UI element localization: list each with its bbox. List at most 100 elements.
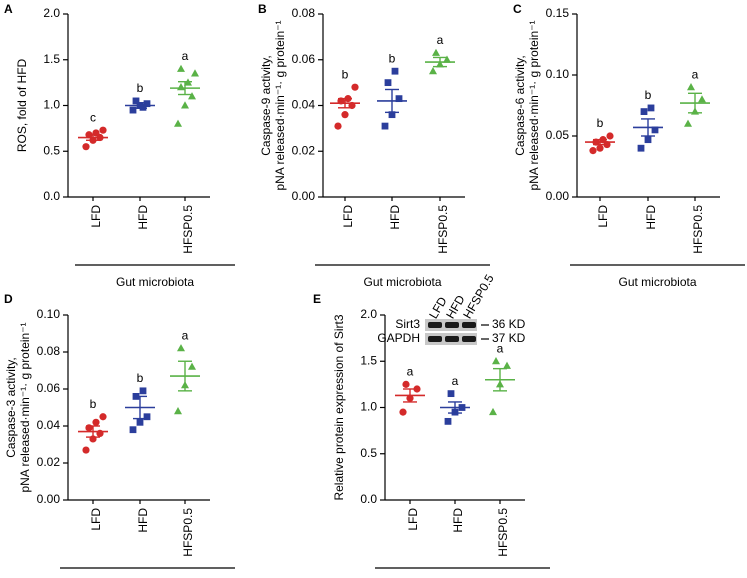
x-tick-label: LFD [89, 205, 103, 228]
panel-letter: D [4, 292, 13, 306]
x-tick-label: HFD [136, 508, 150, 533]
data-point [399, 408, 407, 416]
significance-letter: b [90, 397, 97, 411]
data-point [687, 83, 695, 91]
panel-letter: E [313, 292, 321, 306]
data-point [381, 122, 389, 130]
x-tick-label: LFD [596, 205, 610, 228]
blot-band [428, 336, 442, 342]
data-point [177, 83, 185, 91]
y-axis-label: Caspase-6 activity, [513, 55, 527, 155]
data-point [395, 95, 403, 103]
data-point [489, 407, 497, 416]
y-tick-label: 0.08 [292, 6, 316, 20]
significance-letter: a [407, 365, 414, 379]
x-tick-label: HFD [136, 205, 150, 230]
significance-letter: a [182, 49, 189, 63]
x-tick-label: LFD [89, 508, 103, 531]
blot-band [462, 336, 476, 342]
significance-letter: a [452, 374, 459, 388]
x-tick-label: HFSP0.5 [181, 508, 195, 557]
y-tick-label: 0.00 [37, 492, 61, 506]
x-tick-label: HFD [388, 205, 402, 230]
blot-band [428, 322, 442, 328]
data-point [334, 122, 342, 130]
data-point [606, 132, 614, 140]
data-point [139, 387, 147, 395]
data-point [644, 136, 652, 144]
significance-letter: a [437, 33, 444, 47]
data-point [429, 66, 437, 75]
x-tick-label: HFSP0.5 [436, 205, 450, 254]
x-tick-label: LFD [341, 205, 355, 228]
data-point [492, 357, 500, 365]
data-point [444, 417, 452, 425]
data-point [143, 100, 151, 108]
lane-label: HFSP0.5 [460, 272, 497, 321]
data-point [139, 103, 147, 111]
size-label: 37 KD [492, 331, 526, 345]
data-point [188, 92, 196, 100]
data-point [447, 390, 455, 398]
blot-row-label: GAPDH [377, 331, 420, 345]
y-tick-label: 0.06 [292, 52, 316, 66]
x-axis-label: Gut microbiota [116, 275, 194, 289]
blot-band [445, 336, 459, 342]
data-point [341, 111, 349, 119]
data-point [596, 144, 604, 152]
y-tick-label: 1.0 [43, 98, 60, 112]
significance-letter: b [645, 88, 652, 102]
y-tick-label: 0.0 [43, 189, 60, 203]
data-point [402, 380, 410, 388]
blot-band [462, 322, 476, 328]
data-point [647, 104, 655, 112]
data-point [136, 418, 144, 426]
y-tick-label: 2.0 [43, 6, 60, 20]
y-axis-label: Caspase-3 activity, [4, 357, 18, 457]
significance-letter: c [90, 110, 96, 124]
data-point [129, 106, 137, 114]
data-point [174, 407, 182, 415]
y-tick-label: 0.02 [292, 143, 316, 157]
data-point [191, 69, 199, 77]
data-point [177, 64, 185, 72]
data-point [188, 362, 196, 370]
data-point [82, 143, 90, 151]
y-tick-label: 1.5 [43, 52, 60, 66]
y-tick-label: 0.08 [37, 344, 61, 358]
significance-letter: b [389, 51, 396, 65]
data-point [174, 119, 182, 127]
y-axis-label: ROS, fold of HFD [15, 58, 29, 152]
y-tick-label: 0.10 [37, 307, 61, 321]
y-tick-label: 0.5 [360, 446, 377, 460]
x-tick-label: HFD [644, 205, 658, 230]
x-tick-label: HFSP0.5 [181, 205, 195, 254]
y-tick-label: 0.00 [292, 189, 316, 203]
y-tick-label: 0.04 [37, 418, 61, 432]
data-point [99, 413, 107, 421]
data-point [143, 413, 151, 421]
data-point [129, 426, 137, 434]
x-tick-label: HFSP0.5 [691, 205, 705, 254]
panel-letter: A [4, 2, 13, 16]
data-point [443, 55, 451, 63]
data-point [589, 147, 597, 155]
data-point [384, 79, 392, 87]
data-point [637, 144, 645, 152]
data-point [99, 126, 107, 134]
x-axis-label: Gut microbiota [618, 275, 696, 289]
size-label: 36 KD [492, 317, 526, 331]
panel-letter: C [513, 2, 522, 16]
y-axis-label: pNA released·min⁻¹· g protein⁻¹ [527, 20, 541, 190]
significance-letter: a [497, 341, 504, 355]
data-point [684, 119, 692, 127]
significance-letter: b [137, 81, 144, 95]
x-axis-label: Gut microbiota [363, 275, 441, 289]
data-point [651, 126, 659, 134]
significance-letter: a [182, 328, 189, 342]
y-tick-label: 0.06 [37, 381, 61, 395]
data-point [132, 97, 140, 105]
y-tick-label: 2.0 [360, 307, 377, 321]
y-axis-label: pNA released·min⁻¹· g protein⁻¹ [273, 20, 287, 190]
